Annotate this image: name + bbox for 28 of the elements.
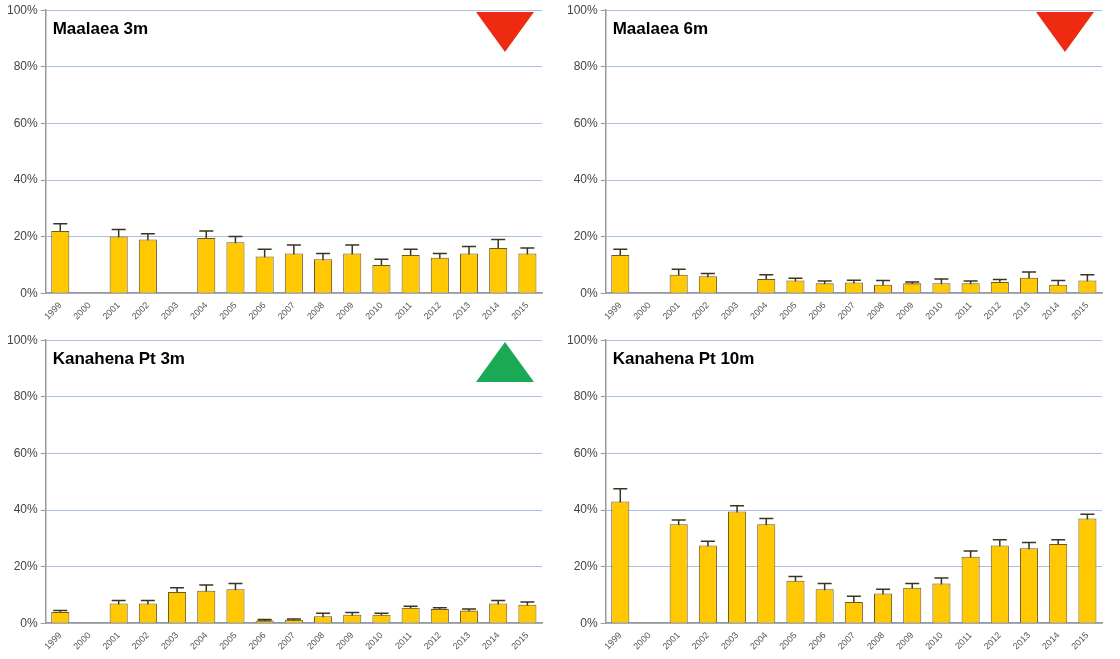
- y-tick-label: 40%: [573, 502, 599, 517]
- y-tick-label: 40%: [573, 172, 599, 187]
- y-tick-label: 60%: [573, 445, 599, 460]
- y-tick-label: 60%: [13, 445, 39, 460]
- y-tick-label: 60%: [573, 115, 599, 130]
- y-tick-label: 20%: [573, 558, 599, 573]
- y-tick-label: 80%: [573, 389, 599, 404]
- y-tick-label: 40%: [13, 172, 39, 187]
- y-tick-label: 20%: [573, 228, 599, 243]
- y-tick-label: 20%: [13, 228, 39, 243]
- y-tick-label: 0%: [20, 615, 39, 630]
- y-tick-label: 60%: [13, 115, 39, 130]
- text: Maalaea 3m: [52, 18, 149, 38]
- y-tick-label: 80%: [573, 59, 599, 74]
- y-tick-label: 0%: [20, 285, 39, 300]
- y-tick-label: 100%: [6, 2, 39, 17]
- y-tick-label: 80%: [13, 59, 39, 74]
- y-tick-label: 0%: [580, 615, 599, 630]
- y-tick-label: 100%: [566, 2, 599, 17]
- y-tick-label: 0%: [580, 285, 599, 300]
- text: Kanahena Pt 3m: [52, 348, 185, 368]
- y-tick-label: 100%: [6, 332, 39, 347]
- y-tick-label: 100%: [566, 332, 599, 347]
- text: Kanahena Pt 10m: [612, 348, 755, 368]
- y-tick-label: 20%: [13, 558, 39, 573]
- text: Maalaea 6m: [612, 18, 709, 38]
- y-tick-label: 40%: [13, 502, 39, 517]
- y-tick-label: 80%: [13, 389, 39, 404]
